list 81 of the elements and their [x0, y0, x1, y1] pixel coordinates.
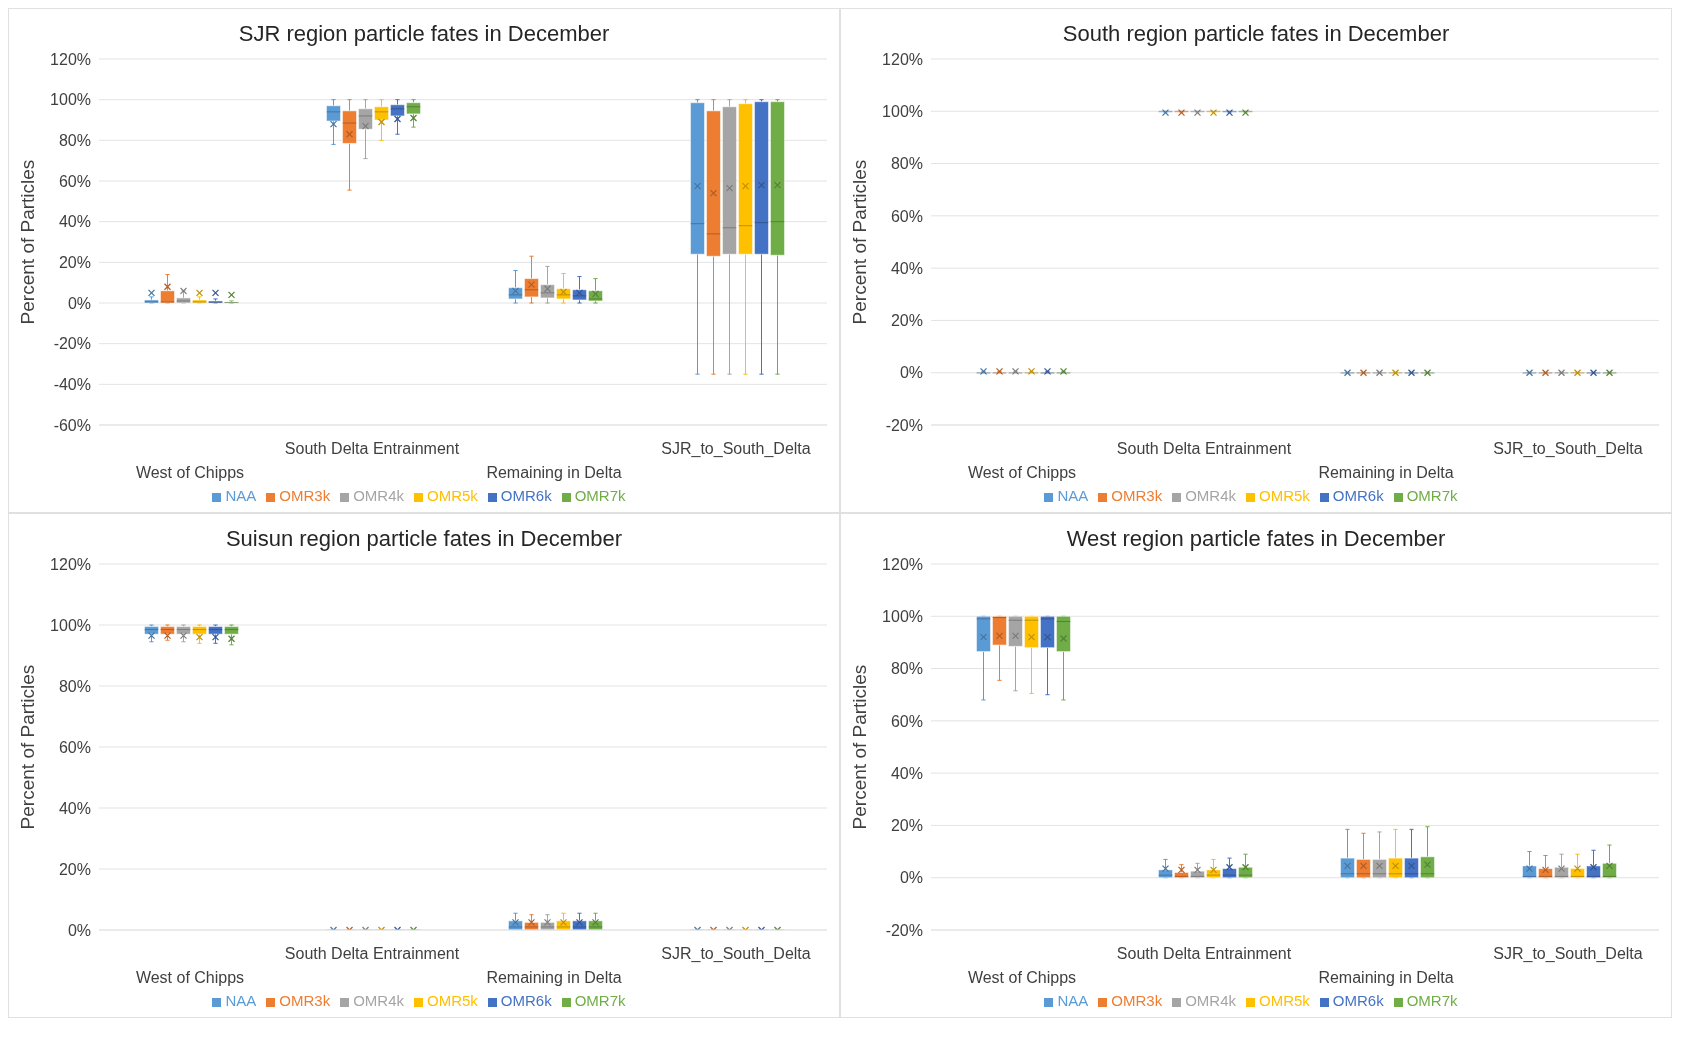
legend-label: OMR6k	[500, 992, 552, 1009]
y-tick-label: 100%	[50, 91, 91, 109]
y-tick-label: 20%	[58, 860, 91, 878]
y-tick-label: 60%	[890, 712, 923, 730]
x-tick-label: SJR_to_South_Delta	[1493, 945, 1643, 964]
legend-label: OMR6k	[1332, 992, 1384, 1009]
y-tick-label: 120%	[882, 555, 923, 573]
legend-label: NAA	[225, 487, 257, 504]
x-tick-label: Remaining in Delta	[1318, 464, 1454, 482]
y-tick-label: 60%	[58, 172, 91, 190]
x-tick-label: SJR_to_South_Delta	[661, 945, 811, 964]
y-tick-label: 40%	[58, 213, 91, 231]
y-tick-label: 80%	[58, 132, 91, 150]
legend-label: OMR7k	[1406, 992, 1458, 1009]
legend-label: OMR3k	[1111, 487, 1163, 504]
y-axis-title: Percent of Particles	[848, 664, 870, 830]
legend-label: OMR5k	[1259, 487, 1310, 504]
legend-label: OMR4k	[353, 992, 404, 1009]
y-tick-label: 80%	[890, 155, 923, 173]
x-tick-label: Remaining in Delta	[1318, 969, 1454, 987]
x-tick-label: South Delta Entrainment	[284, 945, 460, 963]
legend-label: OMR5k	[1259, 992, 1310, 1009]
y-tick-label: 0%	[67, 921, 91, 939]
x-tick-label: South Delta Entrainment	[284, 440, 460, 458]
y-tick-label: 0%	[899, 364, 923, 382]
x-tick-label: Remaining in Delta	[486, 969, 622, 987]
y-axis-title: Percent of Particles	[16, 664, 38, 830]
y-tick-label: -20%	[53, 335, 91, 353]
legend-label: OMR3k	[1111, 992, 1163, 1009]
y-tick-label: -20%	[885, 416, 923, 434]
y-tick-label: 80%	[58, 677, 91, 695]
chart-title: Suisun region particle fates in December	[225, 526, 623, 551]
y-tick-label: 20%	[890, 312, 923, 330]
chart-title: South region particle fates in December	[1062, 21, 1450, 46]
x-tick-label: South Delta Entrainment	[1116, 945, 1292, 963]
y-tick-label: 40%	[890, 764, 923, 782]
y-tick-label: 40%	[890, 259, 923, 277]
y-tick-label: -40%	[53, 376, 91, 394]
legend-label: NAA	[1057, 487, 1089, 504]
legend-label: OMR6k	[500, 487, 552, 504]
y-axis-title: Percent of Particles	[16, 159, 38, 325]
y-tick-label: 80%	[890, 660, 923, 678]
y-tick-label: 100%	[882, 102, 923, 120]
legend-label: OMR4k	[1185, 992, 1236, 1009]
x-tick-label: West of Chipps	[135, 464, 245, 482]
legend-label: OMR7k	[574, 992, 626, 1009]
x-tick-label: West of Chipps	[967, 464, 1077, 482]
y-tick-label: 120%	[50, 50, 91, 68]
chart-title: SJR region particle fates in December	[238, 21, 610, 46]
y-tick-label: 20%	[890, 817, 923, 835]
y-tick-label: 20%	[58, 254, 91, 272]
y-tick-label: 0%	[899, 869, 923, 887]
legend-label: OMR4k	[1185, 487, 1236, 504]
y-tick-label: 120%	[882, 50, 923, 68]
legend-label: OMR3k	[279, 487, 331, 504]
x-tick-label: West of Chipps	[967, 969, 1077, 987]
y-tick-label: 0%	[67, 294, 91, 312]
x-tick-label: SJR_to_South_Delta	[661, 440, 811, 459]
x-tick-label: Remaining in Delta	[486, 464, 622, 482]
legend-label: OMR6k	[1332, 487, 1384, 504]
legend-label: OMR3k	[279, 992, 331, 1009]
legend-label: NAA	[225, 992, 257, 1009]
x-tick-label: SJR_to_South_Delta	[1493, 440, 1643, 459]
y-tick-label: -60%	[53, 416, 91, 434]
chart-title: West region particle fates in December	[1066, 526, 1446, 551]
y-tick-label: 60%	[890, 207, 923, 225]
legend-label: OMR5k	[427, 992, 478, 1009]
y-axis-title: Percent of Particles	[848, 159, 870, 325]
legend-label: OMR4k	[353, 487, 404, 504]
y-tick-label: 100%	[882, 607, 923, 625]
legend-label: OMR5k	[427, 487, 478, 504]
legend-label: OMR7k	[1406, 487, 1458, 504]
y-tick-label: 100%	[50, 616, 91, 634]
legend-label: NAA	[1057, 992, 1089, 1009]
legend-label: OMR7k	[574, 487, 626, 504]
x-tick-label: West of Chipps	[135, 969, 245, 987]
x-tick-label: South Delta Entrainment	[1116, 440, 1292, 458]
y-tick-label: 40%	[58, 799, 91, 817]
y-tick-label: 120%	[50, 555, 91, 573]
y-tick-label: 60%	[58, 738, 91, 756]
y-tick-label: -20%	[885, 921, 923, 939]
